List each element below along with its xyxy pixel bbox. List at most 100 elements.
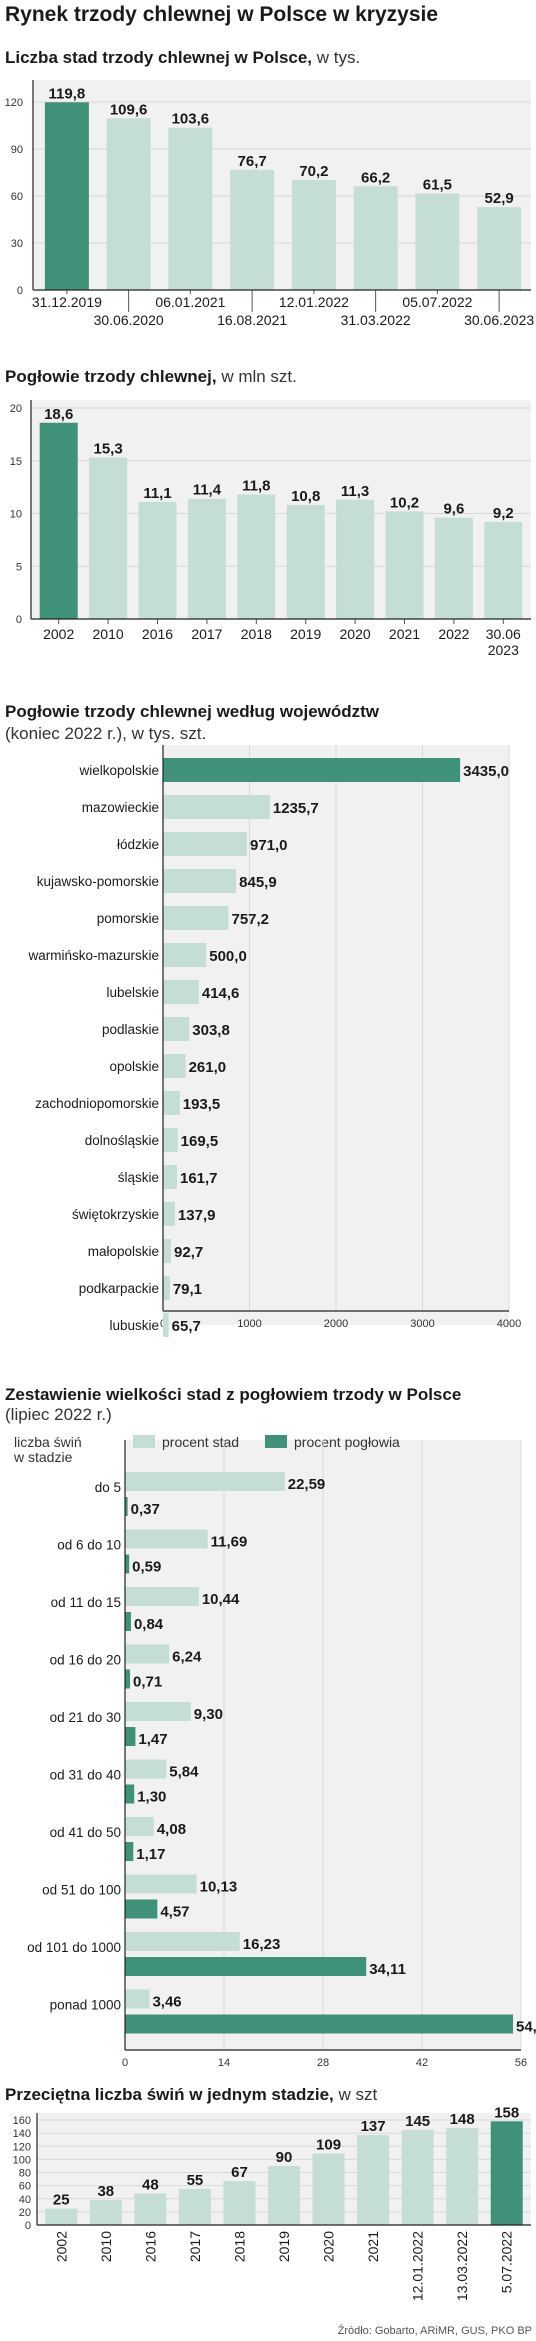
category-label: pomorskie (97, 911, 159, 926)
bar (125, 1529, 208, 1549)
chart-title: Liczba stad trzody chlewnej w Polsce, w … (5, 48, 360, 67)
value-label: 61,5 (423, 177, 452, 194)
value-label: 22,59 (288, 1476, 326, 1493)
bar (187, 498, 226, 619)
value-label: 9,2 (493, 505, 514, 522)
category-label: małopolskie (88, 1244, 159, 1259)
category-label: od 16 do 20 (50, 1653, 121, 1668)
category-label: warmińsko-mazurskie (27, 948, 159, 963)
category-label: 2022 (438, 626, 469, 642)
value-label: 10,8 (291, 488, 320, 505)
value-label: 4,57 (160, 1904, 189, 1921)
value-label: 137,9 (178, 1207, 216, 1224)
category-label: lubuskie (109, 1318, 159, 1333)
value-label: 52,9 (485, 190, 514, 207)
value-label: 137 (361, 2118, 386, 2135)
category-label: 30.06.2020 (94, 312, 164, 328)
bar (312, 2153, 345, 2225)
category-label: 2023 (488, 642, 519, 658)
x-tick-label: 28 (317, 2057, 329, 2069)
legend-swatch (133, 1435, 155, 1448)
bar (336, 499, 375, 619)
y-tick-label: 30 (11, 238, 23, 250)
value-label: 3435,0 (463, 763, 509, 780)
value-label: 193,5 (183, 1096, 221, 1113)
bar (286, 505, 325, 619)
chart-title: Pogłowie trzody chlewnej, w mln szt. (5, 367, 297, 386)
y-tick-label: 15 (10, 456, 22, 468)
bar (353, 186, 398, 290)
chart-pig-population: Pogłowie trzody chlewnej, w mln szt. 0 5 10… (5, 367, 531, 658)
chart-subtitle: (koniec 2022 r.), w tys. szt. (5, 724, 206, 743)
bar (415, 193, 460, 290)
y-tick-label: 0 (25, 2220, 31, 2232)
value-label: 15,3 (93, 441, 122, 458)
value-label: 109,6 (110, 101, 148, 118)
category-label: 2017 (187, 2231, 203, 2262)
category-label: zachodniopomorskie (35, 1096, 159, 1111)
infographic-title: Rynek trzody chlewnej w Polsce w kryzysi… (5, 3, 438, 26)
value-label: 38 (97, 2183, 114, 2200)
category-label: od 51 do 100 (42, 1883, 121, 1898)
bar (89, 457, 128, 619)
bar (125, 1727, 136, 1746)
category-label: 2018 (231, 2231, 247, 2262)
bar (125, 1989, 150, 2009)
bar (125, 1554, 130, 1574)
bar (357, 2135, 390, 2225)
value-label: 971,0 (250, 837, 288, 854)
category-label: śląskie (118, 1170, 159, 1185)
value-label: 845,9 (239, 874, 277, 891)
value-label: 16,23 (243, 1936, 281, 1953)
y-tick-label: 5 (16, 561, 22, 573)
bar (446, 2127, 479, 2225)
bar (163, 1276, 170, 1300)
bar (477, 207, 522, 290)
value-label: 0,37 (131, 1501, 160, 1518)
bar (125, 1932, 240, 1951)
category-label: 2019 (276, 2231, 292, 2262)
value-label: 103,6 (172, 111, 210, 128)
bar (163, 980, 199, 1004)
chart-title: Przeciętna liczba świń w jednym stadzie,… (5, 2085, 378, 2104)
category-label: od 21 do 30 (50, 1710, 121, 1725)
y-tick-label: 90 (11, 144, 23, 156)
bar (163, 1313, 169, 1337)
bar (125, 1957, 367, 1976)
bar (125, 1644, 170, 1664)
value-label: 9,6 (443, 501, 464, 518)
value-label: 90 (276, 2149, 293, 2166)
source-note: Źródło: Gobarto, ARiMR, GUS, PKO BP (338, 2324, 532, 2337)
y-tick-label: 0 (16, 614, 22, 626)
value-label: 1,17 (136, 1846, 165, 1863)
value-label: 161,7 (180, 1170, 218, 1187)
bar (163, 1091, 180, 1115)
category-label: 30.06.2023 (464, 312, 534, 328)
bar (223, 2181, 256, 2225)
bar (125, 1497, 128, 1516)
x-tick-label: 4000 (497, 1318, 521, 1330)
category-label: 2016 (142, 2231, 158, 2262)
category-label: 2010 (98, 2231, 114, 2262)
bar (125, 1702, 191, 1721)
bar (125, 1817, 154, 1836)
category-label: 12.01.2022 (410, 2231, 426, 2301)
value-label: 25 (53, 2192, 70, 2209)
bar (163, 1202, 175, 1226)
y-tick-label: 140 (13, 2128, 31, 2140)
value-label: 11,8 (242, 478, 270, 495)
bar (385, 511, 424, 619)
value-label: 55 (187, 2172, 204, 2189)
bar (163, 1128, 178, 1152)
value-label: 70,2 (299, 163, 328, 180)
category-label: 2019 (290, 626, 321, 642)
category-label: podlaskie (102, 1022, 159, 1037)
category-label: 13.03.2022 (454, 2231, 470, 2301)
category-label: 2010 (93, 626, 124, 642)
x-tick-label: 0 (122, 2057, 128, 2069)
bar (163, 1017, 190, 1041)
bar (163, 1165, 177, 1189)
bar (125, 1587, 199, 1606)
bar (163, 943, 207, 967)
category-label: dolnośląskie (85, 1133, 159, 1148)
